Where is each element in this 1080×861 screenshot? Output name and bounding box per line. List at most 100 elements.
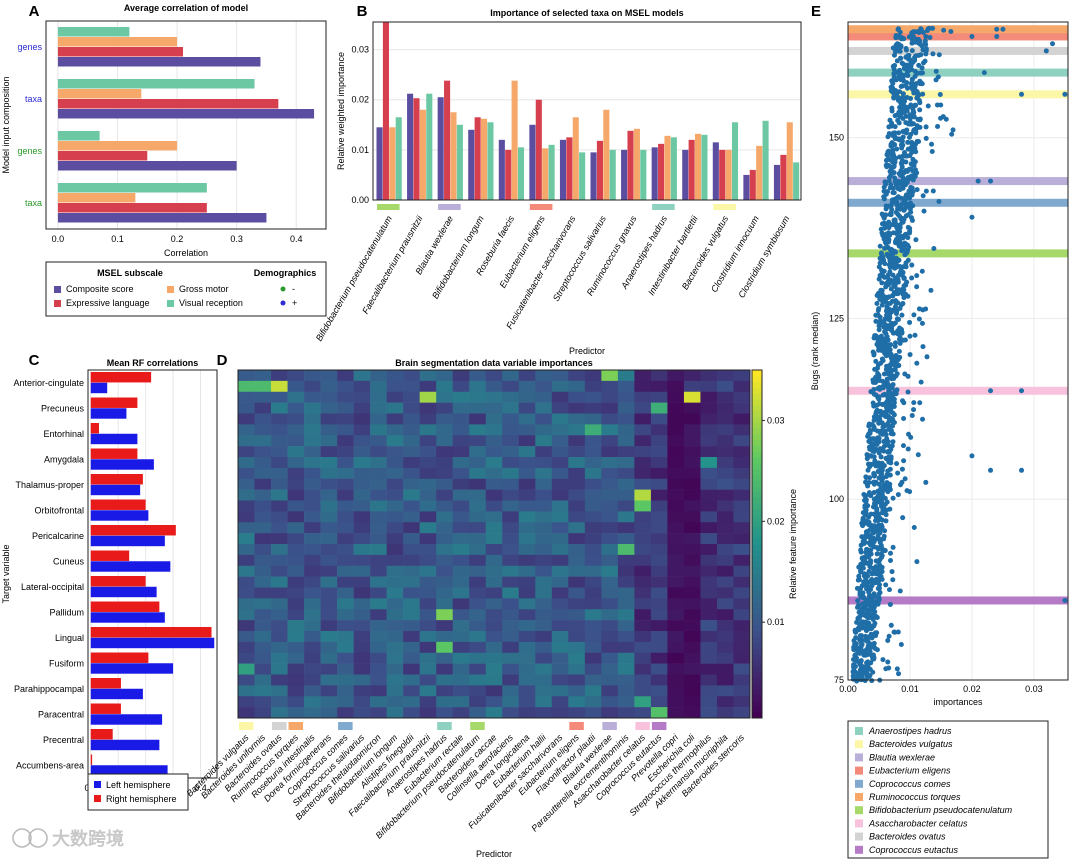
bar [670,137,677,200]
scatter-point [920,91,926,97]
colorbar-segment [752,393,762,400]
scatter-point [871,644,877,650]
heatmap-cell [304,587,321,599]
colorbar-segment [752,677,762,684]
heatmap-cell [238,554,255,567]
scatter-point [927,34,933,40]
heatmap-cell [568,631,586,643]
bar [90,714,163,725]
scatter-point [912,145,918,151]
category-label: Anterior-cingulate [13,378,84,388]
heatmap-cell [601,641,619,654]
heatmap-cell [337,457,354,469]
heatmap-cell [304,435,321,447]
bar [413,98,420,200]
heatmap-cell [733,576,751,588]
heatmap-cell [469,446,487,458]
heatmap-cell [287,609,305,621]
heatmap-cell [271,522,288,534]
heatmap-cell [403,685,420,697]
heatmap-cell [304,598,321,610]
scatter-point [936,52,942,58]
heatmap-cell [551,522,569,534]
highlight-band [848,596,1068,605]
heatmap-cell [436,522,454,534]
scatter-point [923,46,929,52]
category-label: Precuneus [41,403,85,413]
scatter-point [878,536,884,542]
scatter-point [865,461,871,467]
scatter-point [914,70,920,76]
heatmap-cell [436,587,454,599]
scatter-point [874,630,880,636]
bar [57,109,315,119]
scatter-point [933,68,939,74]
bar [535,99,542,200]
heatmap-cell [667,620,685,632]
scatter-point [941,27,947,33]
heatmap-cell [485,598,503,610]
heatmap-cell [485,663,503,675]
scatter-point [909,262,915,268]
heatmap-cell [634,565,652,577]
heatmap-cell [568,544,586,556]
heatmap-cell [716,598,734,610]
scatter-point [874,551,880,557]
heatmap-cell [650,478,668,490]
scatter-point [850,673,856,679]
x-axis-label: Predictor [476,849,512,859]
heatmap-cell [337,565,354,577]
scatter-point [917,400,923,406]
scatter-point [889,569,895,575]
bar [57,141,178,151]
heatmap-cell [535,576,553,588]
heatmap-cell [370,391,387,403]
scatter-point [899,269,905,275]
heatmap-cell [353,489,371,501]
scatter-point [899,244,905,250]
heatmap-cell [584,489,602,501]
heatmap-cell [436,467,454,480]
heatmap-cell [238,652,255,664]
heatmap-cell [535,685,553,697]
heatmap-cell [337,413,354,425]
heatmap-cell [634,446,652,458]
scatter-point [902,104,908,110]
heatmap-cell [469,370,487,382]
colorbar-segment [752,689,762,696]
heatmap-cell [733,370,751,382]
heatmap-cell [683,522,701,534]
scatter-point [872,458,878,464]
scatter-point [922,38,928,44]
heatmap-cell [667,685,685,697]
heatmap-cell [601,522,619,534]
heatmap-cell [403,446,420,458]
heatmap-cell [304,652,321,664]
heatmap-cell [535,620,553,632]
bar [609,149,616,200]
heatmap-cell [617,565,635,577]
scatter-point [919,70,925,76]
heatmap-cell [617,598,635,610]
scatter-point [880,402,886,408]
heatmap-cell [403,674,420,686]
heatmap-cell [353,522,371,534]
heatmap-cell [535,500,553,512]
heatmap-cell [733,391,751,403]
scatter-point [1062,91,1068,97]
heatmap-cell [287,685,305,697]
bar [719,149,726,200]
heatmap-cell [419,467,437,480]
heatmap-cell [304,707,321,719]
colorbar-segment [752,503,762,510]
colorbar-segment [752,462,762,470]
scatter-point [907,352,913,358]
heatmap-cell [287,467,305,480]
heatmap-cell [469,424,487,436]
scatter-point [912,167,918,173]
scatter-point [1043,48,1049,54]
heatmap-cell [254,663,272,675]
heatmap-cell [502,631,520,643]
scatter-point [887,550,893,556]
